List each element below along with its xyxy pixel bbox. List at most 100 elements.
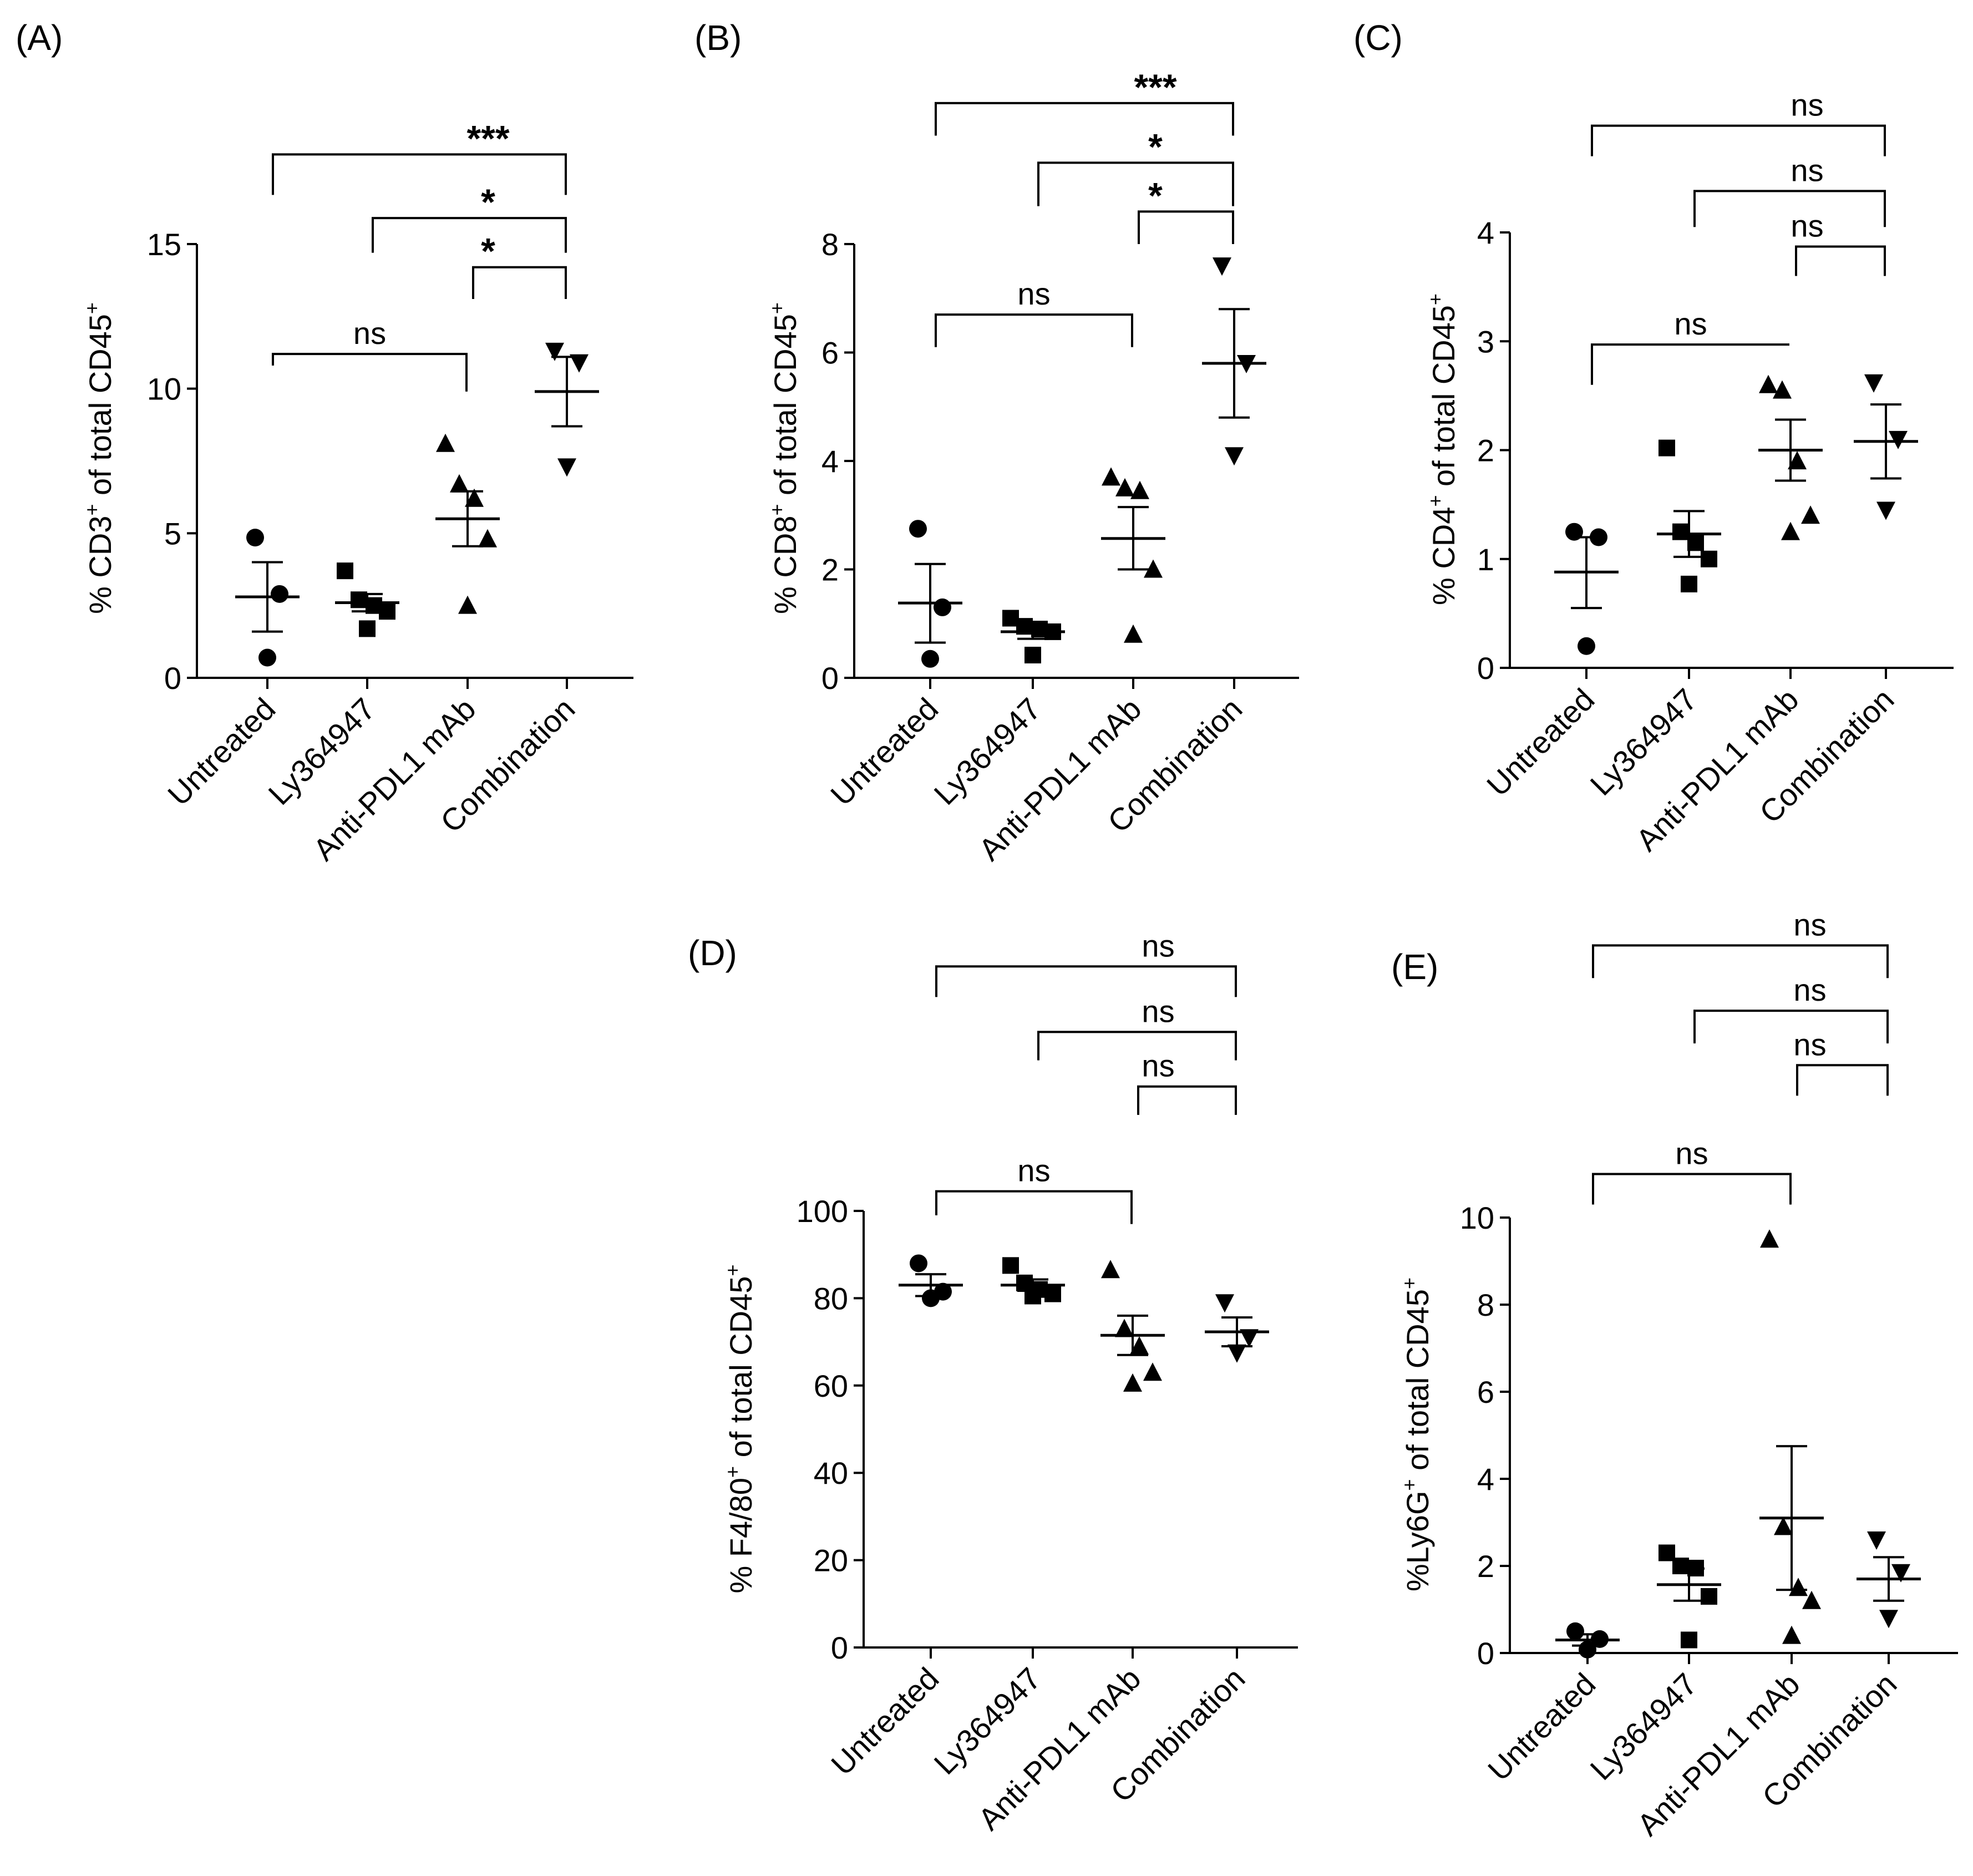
data-point <box>910 1254 927 1272</box>
y-tick-label: 2 <box>1477 433 1494 468</box>
y-axis-label: % CD8+ of total CD45+ <box>765 302 803 614</box>
data-point <box>1144 559 1163 578</box>
y-tick-label: 60 <box>814 1368 848 1403</box>
data-point <box>1701 1588 1717 1605</box>
data-point <box>1759 374 1778 393</box>
significance-bracket <box>372 217 567 253</box>
y-tick-label: 2 <box>821 552 839 587</box>
significance-label: ns <box>1142 928 1174 963</box>
data-point <box>1213 257 1231 276</box>
significance-bracket <box>272 353 468 392</box>
significance-label: ns <box>1793 972 1826 1007</box>
significance-bracket <box>1037 161 1234 206</box>
panel-label: (D) <box>688 933 737 973</box>
y-tick-label: 15 <box>147 227 181 262</box>
data-point <box>1024 646 1041 663</box>
y-axis-label-sup: + <box>1398 1479 1421 1490</box>
data-point <box>570 354 589 373</box>
significance-label: ns <box>1791 88 1823 123</box>
data-point <box>1115 478 1134 496</box>
y-tick-label: 10 <box>147 372 181 407</box>
data-point <box>1130 480 1149 499</box>
data-point <box>1101 1260 1120 1279</box>
data-point <box>1760 1229 1779 1248</box>
data-point <box>258 648 276 667</box>
y-tick-label: 6 <box>1477 1375 1494 1409</box>
significance-label: *** <box>1134 67 1176 108</box>
data-point <box>934 598 951 616</box>
y-axis-label-main: % CD3 <box>83 516 118 614</box>
y-tick-label: 0 <box>821 661 839 696</box>
y-axis-label-main: % CD4 <box>1426 507 1461 605</box>
y-axis-label-sup: + <box>721 1264 744 1276</box>
significance-bracket <box>1796 1064 1889 1096</box>
significance-label: * <box>481 231 495 272</box>
y-axis-label-sup: + <box>80 504 103 516</box>
data-point <box>1672 1558 1689 1574</box>
y-tick-label: 3 <box>1477 324 1494 359</box>
y-tick-label: 0 <box>164 661 181 696</box>
significance-label: ns <box>1675 1136 1708 1171</box>
data-point <box>1102 467 1120 486</box>
panel-label: (A) <box>16 18 63 58</box>
significance-label: ns <box>1791 153 1823 187</box>
x-tick-label: Untreated <box>161 691 282 812</box>
x-tick-label: Untreated <box>1480 682 1601 803</box>
data-point <box>1240 1329 1259 1348</box>
data-point <box>545 342 564 361</box>
data-point <box>450 474 469 493</box>
significance-bracket <box>1693 190 1886 227</box>
significance-bracket <box>935 965 1237 997</box>
significance-label: ns <box>353 316 386 351</box>
significance-bracket <box>472 266 567 300</box>
panel-label: (C) <box>1353 18 1403 58</box>
y-axis-label-mid: of total CD45 <box>83 314 118 504</box>
y-axis-label-main: % F4/80 <box>723 1478 758 1594</box>
significance-bracket <box>1137 1085 1237 1115</box>
y-tick-label: 4 <box>1477 1462 1494 1497</box>
y-tick-label: 0 <box>1477 1636 1494 1671</box>
y-axis-label: %Ly6G+ of total CD45+ <box>1398 1277 1435 1591</box>
data-point <box>1130 1336 1149 1355</box>
data-point <box>922 1289 940 1307</box>
data-point <box>921 650 939 668</box>
significance-bracket <box>1592 1173 1792 1205</box>
data-point <box>1774 1517 1793 1535</box>
y-tick-label: 4 <box>821 444 839 479</box>
significance-bracket <box>1795 245 1886 276</box>
y-axis-label-sup: + <box>1424 495 1447 507</box>
significance-bracket <box>935 102 1234 136</box>
y-tick-label: 40 <box>814 1456 848 1490</box>
data-point <box>1867 1531 1886 1550</box>
significance-bracket <box>1037 1031 1237 1061</box>
data-point <box>1879 1610 1898 1629</box>
y-tick-label: 0 <box>1477 651 1494 686</box>
significance-label: ns <box>1017 1153 1050 1188</box>
data-point <box>1044 1285 1061 1302</box>
significance-bracket <box>1693 1010 1889 1043</box>
y-tick-label: 1 <box>1477 542 1494 577</box>
data-point <box>478 529 497 547</box>
data-point <box>458 595 477 614</box>
significance-bracket <box>1591 343 1789 385</box>
y-axis-label: % CD4+ of total CD45+ <box>1424 293 1461 605</box>
y-tick-label: 6 <box>821 336 839 371</box>
y-axis-label-sup: + <box>765 504 788 516</box>
significance-label: * <box>1148 126 1163 167</box>
y-axis-label-sup: + <box>80 302 103 314</box>
data-point <box>1658 439 1675 457</box>
significance-label: ns <box>1793 1027 1826 1062</box>
significance-label: ns <box>1793 907 1826 942</box>
significance-bracket <box>1591 124 1886 156</box>
significance-label: ns <box>1142 1048 1174 1083</box>
data-point <box>337 562 353 580</box>
data-point <box>1123 1373 1142 1392</box>
data-point <box>1002 1257 1019 1274</box>
data-point <box>1672 523 1689 540</box>
x-tick-label: Untreated <box>824 691 945 812</box>
y-tick-label: 4 <box>1477 215 1494 250</box>
data-point <box>1773 380 1792 399</box>
